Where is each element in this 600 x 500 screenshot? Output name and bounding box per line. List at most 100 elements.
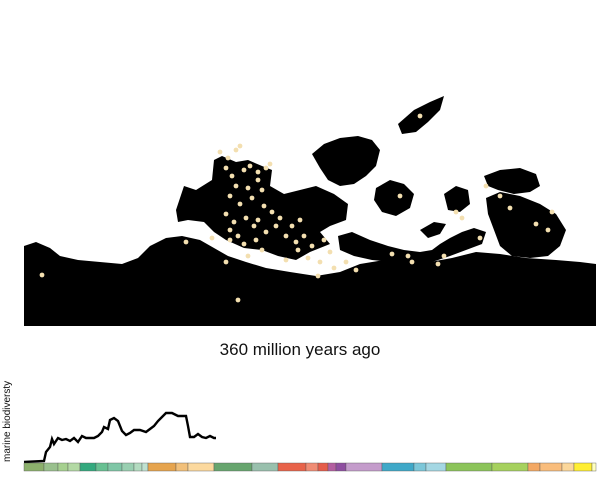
fossil-site	[233, 147, 239, 153]
fossil-site	[255, 217, 261, 223]
fossil-site	[283, 257, 289, 263]
fossil-sites	[39, 113, 555, 303]
paleogeographic-map	[24, 96, 596, 326]
fossil-site	[545, 227, 551, 233]
fossil-site	[263, 165, 269, 171]
timescale-segment	[213, 462, 253, 472]
timescale-segment	[175, 462, 189, 472]
biodiversity-line	[23, 411, 216, 464]
fossil-site	[389, 251, 395, 257]
fossil-site	[251, 223, 257, 229]
timescale-segment	[121, 462, 135, 472]
landmass-strait	[214, 160, 486, 264]
fossil-site	[225, 155, 231, 161]
fossil-site	[255, 177, 261, 183]
fossil-site	[321, 237, 327, 243]
timescale-segment	[147, 462, 177, 472]
timescale-segment	[43, 462, 59, 472]
geologic-timescale	[23, 462, 597, 472]
fossil-site	[343, 259, 349, 265]
fossil-site	[227, 227, 233, 233]
timescale-segment	[95, 462, 109, 472]
fossil-site	[289, 223, 295, 229]
fossil-site	[241, 241, 247, 247]
fossil-site	[327, 249, 333, 255]
fossil-site	[459, 215, 465, 221]
timescale-segment	[425, 462, 447, 472]
fossil-site	[353, 267, 359, 273]
fossil-site	[39, 272, 45, 278]
fossil-site	[269, 209, 275, 215]
age-label: 360 million years ago	[219, 340, 381, 359]
fossil-site	[255, 169, 261, 175]
timescale-segment	[573, 462, 593, 472]
landmass-east	[374, 168, 566, 258]
fossil-site	[233, 183, 239, 189]
fossil-site	[317, 259, 323, 265]
landmass-south	[24, 236, 596, 326]
fossil-site	[549, 209, 555, 215]
fossil-site	[483, 183, 489, 189]
fossil-site	[209, 235, 215, 241]
timescale-segment	[277, 462, 307, 472]
fossil-site	[331, 265, 337, 271]
fossil-site	[259, 187, 265, 193]
fossil-site	[235, 297, 241, 303]
timescale-segment	[187, 462, 215, 472]
fossil-site	[227, 237, 233, 243]
fossil-site	[441, 253, 447, 259]
landmass-north	[312, 136, 380, 186]
fossil-site	[295, 247, 301, 253]
timescale-segment	[561, 462, 575, 472]
timescale-segment	[591, 462, 597, 472]
fossil-site	[497, 193, 503, 199]
fossil-site	[241, 167, 247, 173]
timescale-segment	[327, 462, 337, 472]
fossil-site	[223, 259, 229, 265]
timescale-segment	[445, 462, 493, 472]
timescale-segment	[79, 462, 97, 472]
fossil-site	[183, 239, 189, 245]
fossil-site	[435, 261, 441, 267]
fossil-site	[235, 233, 241, 239]
fossil-site	[301, 233, 307, 239]
timescale-segment	[133, 462, 143, 472]
fossil-site	[283, 233, 289, 239]
fossil-site	[309, 243, 315, 249]
fossil-site	[417, 113, 423, 119]
fossil-site	[267, 161, 273, 167]
timescale-segment	[141, 462, 149, 472]
fossil-site	[305, 255, 311, 261]
timescale-segment	[381, 462, 415, 472]
timescale-segment	[23, 462, 45, 472]
fossil-site	[245, 253, 251, 259]
biodiversity-chart	[23, 411, 597, 472]
timescale-segment	[57, 462, 69, 472]
timescale-segment	[335, 462, 347, 472]
fossil-site	[217, 149, 223, 155]
fossil-site	[237, 143, 243, 149]
fossil-site	[247, 163, 253, 169]
fossil-site	[243, 215, 249, 221]
fossil-site	[245, 185, 251, 191]
fossil-site	[261, 203, 267, 209]
timescale-segment	[317, 462, 329, 472]
fossil-site	[273, 223, 279, 229]
timescale-segment	[107, 462, 123, 472]
timescale-segment	[305, 462, 319, 472]
timescale-segment	[345, 462, 383, 472]
timescale-segment	[67, 462, 81, 472]
fossil-site	[453, 209, 459, 215]
fossil-site	[223, 165, 229, 171]
fossil-site	[227, 193, 233, 199]
fossil-site	[477, 235, 483, 241]
fossil-site	[405, 253, 411, 259]
fossil-site	[231, 219, 237, 225]
timescale-segment	[539, 462, 563, 472]
fossil-site	[263, 229, 269, 235]
fossil-site	[277, 215, 283, 221]
timescale-segment	[527, 462, 541, 472]
fossil-site	[223, 211, 229, 217]
continents	[24, 96, 596, 326]
fossil-site	[533, 221, 539, 227]
